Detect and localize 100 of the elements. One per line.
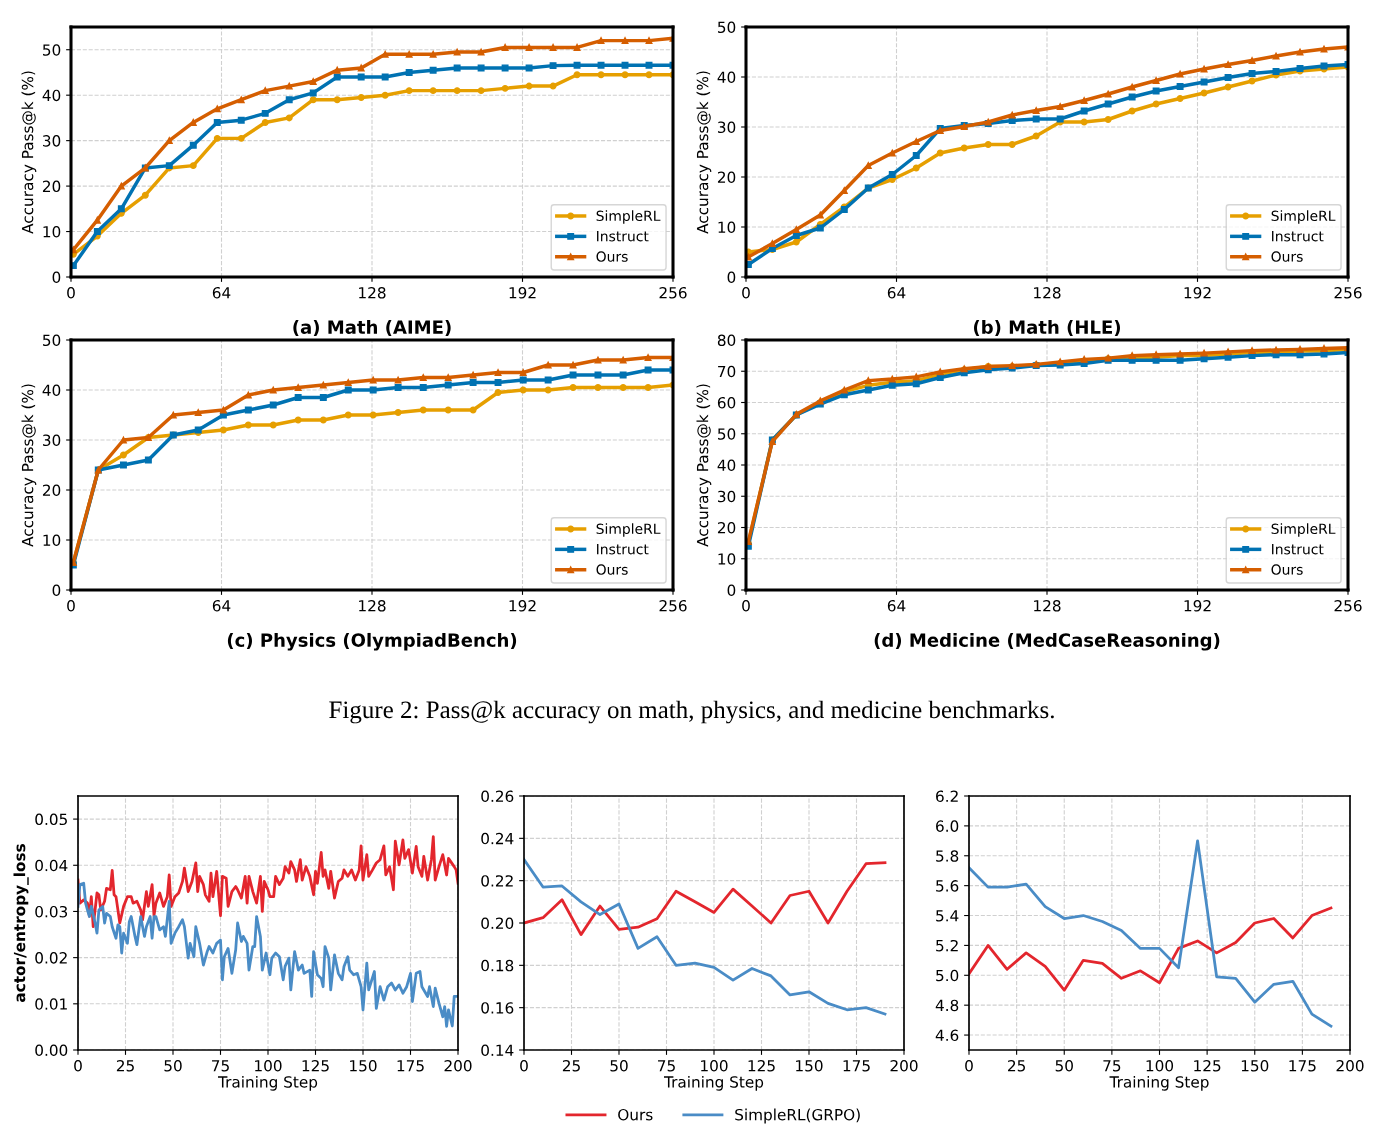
x-tick-label: 64 — [887, 286, 906, 299]
y-tick-label: 40 — [717, 71, 736, 84]
y-tick-label: 50 — [718, 21, 736, 34]
y-tick-label: 0 — [727, 584, 736, 597]
x-tick-label: 175 — [397, 1060, 424, 1072]
legend-label: Ours — [596, 564, 628, 575]
y-tick-label: 0.26 — [481, 790, 514, 803]
x-tick-label: 100 — [255, 1059, 282, 1072]
y-tick-label: 4.6 — [935, 1029, 959, 1042]
y-tick-label: 0.01 — [35, 998, 67, 1010]
x-tick-label: 25 — [562, 1059, 580, 1072]
y-tick-label: 20 — [42, 484, 61, 497]
y-tick-label: 5.0 — [936, 969, 959, 982]
y-tick-label: 0.03 — [35, 905, 68, 918]
x-tick-label: 256 — [1334, 599, 1362, 612]
y-tick-label: 0.02 — [35, 952, 67, 964]
y-tick-label: 10 — [718, 553, 736, 565]
y-tick-label: 6.2 — [936, 790, 958, 803]
legend-label: SimpleRL — [1271, 210, 1336, 224]
legend-label: Ours — [618, 1108, 653, 1121]
legend-label: SimpleRL — [596, 210, 661, 224]
text: (b) Math (HLE) — [974, 319, 1120, 337]
y-axis-title: Accuracy Pass@k (%) — [696, 71, 712, 234]
y-axis-title: Accuracy Pass@k (%) — [696, 384, 712, 547]
legend-label: SimpleRL — [1271, 523, 1336, 537]
x-tick-label: 192 — [509, 286, 536, 299]
legend-label: Ours — [1271, 251, 1303, 262]
x-tick-label: 128 — [359, 599, 386, 612]
y-tick-label: 20 — [717, 521, 736, 534]
legend-label: Instruct — [1272, 231, 1324, 242]
y-tick-label: 6.0 — [936, 820, 959, 832]
x-tick-label: 192 — [1184, 286, 1211, 299]
y-tick-label: 10 — [718, 221, 736, 234]
x-tick-label: 175 — [1289, 1060, 1316, 1072]
y-tick-label: 0.22 — [481, 875, 513, 887]
y-tick-label: 5.2 — [936, 939, 958, 952]
x-tick-label: 125 — [302, 1059, 329, 1072]
x-tick-label: 64 — [212, 599, 231, 612]
legend-label: SimpleRL(GRPO) — [735, 1108, 860, 1124]
x-tick-label: 175 — [843, 1060, 870, 1072]
y-tick-label: 0.00 — [35, 1044, 68, 1057]
x-tick-label: 192 — [1184, 599, 1211, 612]
y-tick-label: 5.4 — [936, 910, 959, 922]
x-axis-title: Training Step — [1109, 1075, 1209, 1091]
x-tick-label: 256 — [1334, 286, 1362, 299]
y-tick-label: 0.05 — [35, 813, 67, 826]
x-tick-label: 0 — [742, 599, 750, 612]
y-tick-label: 5.8 — [936, 850, 959, 862]
y-tick-label: 0.18 — [481, 959, 514, 972]
caption: Figure 2: Pass@k accuracy on math, physics, and medicine benchmarks. — [329, 700, 1054, 724]
y-tick-label: 50 — [43, 334, 61, 347]
x-tick-label: 50 — [610, 1059, 628, 1072]
y-tick-label: 60 — [717, 396, 736, 409]
y-tick-label: 80 — [717, 334, 736, 347]
y-axis-title: Accuracy Pass@k (%) — [21, 384, 37, 547]
x-tick-label: 64 — [212, 286, 231, 299]
y-tick-label: 50 — [43, 44, 61, 56]
y-axis-title: actor/entropy_loss — [13, 844, 29, 1002]
x-tick-label: 100 — [1146, 1059, 1174, 1072]
y-tick-label: 0.20 — [481, 917, 514, 930]
text: (c) Physics (OlympiadBench) — [227, 632, 517, 651]
x-tick-label: 0 — [742, 286, 750, 299]
y-tick-label: 0.24 — [481, 832, 514, 845]
text: (d) Medicine (MedCaseReasoning) — [874, 632, 1220, 651]
x-tick-label: 128 — [1034, 286, 1061, 299]
y-axis-title: Accuracy Pass@k (%) — [21, 71, 37, 234]
legend-label: SimpleRL — [596, 523, 661, 537]
legend-label: Instruct — [597, 544, 649, 555]
legend-label: Ours — [596, 251, 628, 262]
x-tick-label: 125 — [748, 1059, 775, 1072]
y-tick-label: 10 — [43, 226, 61, 238]
x-tick-label: 75 — [1103, 1060, 1121, 1072]
y-tick-label: 30 — [718, 121, 736, 134]
x-tick-label: 256 — [659, 599, 687, 612]
x-tick-label: 64 — [887, 599, 906, 612]
y-tick-label: 70 — [718, 365, 736, 378]
legend-label: Instruct — [597, 231, 649, 242]
x-tick-label: 0 — [965, 1059, 973, 1072]
y-tick-label: 5.6 — [936, 880, 959, 892]
x-tick-label: 150 — [350, 1059, 377, 1072]
x-tick-label: 200 — [890, 1059, 918, 1072]
x-tick-label: 50 — [164, 1059, 182, 1072]
x-tick-label: 100 — [701, 1059, 728, 1072]
y-tick-label: 0 — [52, 584, 61, 597]
y-tick-label: 0.16 — [481, 1002, 514, 1014]
y-tick-label: 0.04 — [35, 859, 68, 872]
x-axis-title: Training Step — [218, 1075, 318, 1091]
y-tick-label: 0 — [727, 271, 736, 284]
x-tick-label: 256 — [659, 286, 687, 299]
text: (a) Math (AIME) — [293, 319, 451, 337]
y-tick-label: 30 — [43, 135, 61, 147]
x-tick-label: 25 — [1008, 1059, 1026, 1072]
y-tick-label: 40 — [42, 89, 61, 102]
x-tick-label: 128 — [359, 286, 386, 299]
y-tick-label: 0.14 — [481, 1044, 514, 1057]
y-tick-label: 4.8 — [935, 999, 959, 1012]
x-tick-label: 0 — [520, 1059, 528, 1072]
x-tick-label: 192 — [509, 599, 536, 612]
x-tick-label: 128 — [1034, 599, 1061, 612]
y-tick-label: 0 — [52, 271, 61, 284]
